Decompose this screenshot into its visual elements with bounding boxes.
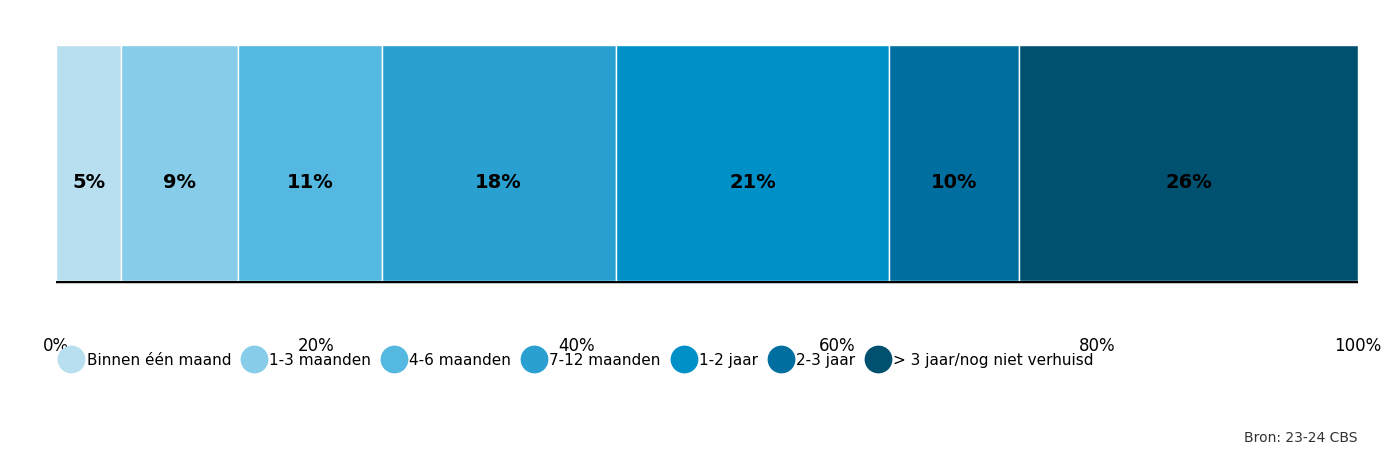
Bar — [381, 45, 616, 281]
Bar — [56, 45, 122, 281]
Bar — [889, 45, 1019, 281]
Text: 18%: 18% — [476, 173, 522, 192]
Legend: Binnen één maand, 1-3 maanden, 4-6 maanden, 7-12 maanden, 1-2 jaar, 2-3 jaar, > : Binnen één maand, 1-3 maanden, 4-6 maand… — [63, 353, 1093, 368]
Bar — [616, 45, 889, 281]
Text: 10%: 10% — [931, 173, 977, 192]
Text: 11%: 11% — [287, 173, 333, 192]
Text: 21%: 21% — [729, 173, 776, 192]
Bar — [238, 45, 381, 281]
Text: 5%: 5% — [71, 173, 105, 192]
Text: 26%: 26% — [1165, 173, 1212, 192]
Bar — [1019, 45, 1358, 281]
Bar — [122, 45, 238, 281]
Text: Bron: 23-24 CBS: Bron: 23-24 CBS — [1245, 431, 1358, 445]
Text: 9%: 9% — [164, 173, 196, 192]
